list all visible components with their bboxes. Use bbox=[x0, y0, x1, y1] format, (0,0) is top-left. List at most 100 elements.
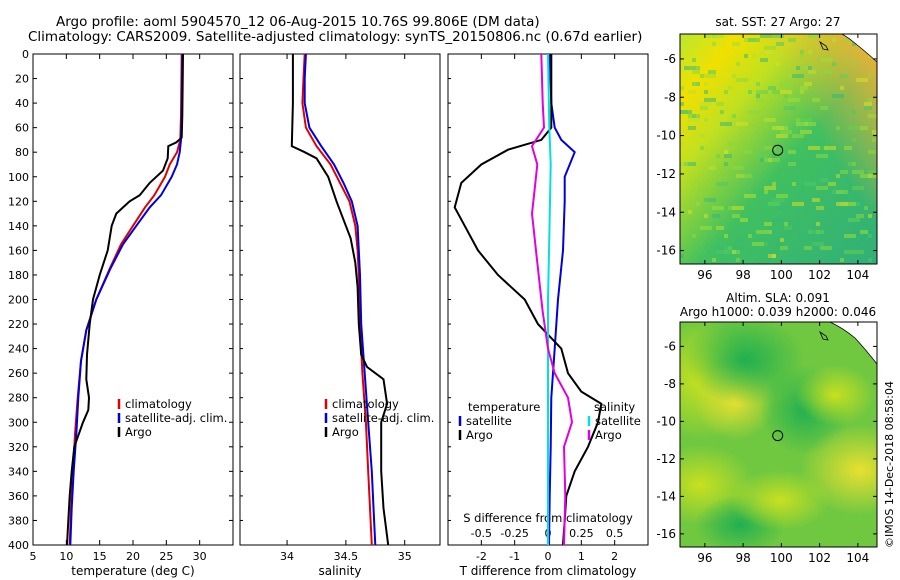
y-tick-label: 100 bbox=[8, 171, 29, 184]
y-tick-label: 220 bbox=[8, 318, 29, 331]
series-satellite-adj-clim- bbox=[303, 53, 377, 546]
x-tick-label: 34 bbox=[280, 550, 294, 563]
legend-label: Argo bbox=[332, 425, 359, 439]
legend: temperature salinitysatelliteArgosatellit… bbox=[458, 400, 641, 442]
y-tick-label: 40 bbox=[15, 97, 29, 110]
panel-salinity: 34 34.5 35 salinity climatologysatellite-adj… bbox=[239, 53, 441, 578]
map-y-tick-label: -14 bbox=[656, 205, 676, 219]
panel-temperature: 0 20 40 60 80 100 120 140 160 180 200 220 240 260 280 3… bbox=[8, 48, 234, 578]
map-y-tick-label: -14 bbox=[656, 489, 676, 503]
x-tick-label: 2 bbox=[611, 550, 618, 563]
map-x-tick-label: 104 bbox=[846, 551, 869, 565]
title-line-1: Argo profile: aoml 5904570_12 06-Aug-201… bbox=[56, 14, 540, 30]
series-argo bbox=[66, 53, 184, 546]
legend-label: satellite bbox=[466, 414, 512, 428]
x-tick-label: 1 bbox=[578, 550, 585, 563]
y-tick-label: 0 bbox=[22, 48, 29, 61]
x-tick-label: 25 bbox=[159, 550, 173, 563]
series-satellite-adj-clim- bbox=[69, 53, 184, 546]
y-tick-label: 280 bbox=[8, 392, 29, 405]
y-tick-label: 380 bbox=[8, 514, 29, 527]
series-climatology bbox=[301, 53, 373, 546]
legend-label: Argo bbox=[125, 425, 152, 439]
series-salinity-satellite bbox=[547, 53, 552, 545]
y-tick-label: 120 bbox=[8, 195, 29, 208]
series-argo bbox=[290, 54, 390, 546]
legend-label: Argo bbox=[466, 428, 493, 442]
map-y-tick-label: -6 bbox=[664, 339, 676, 353]
map-x-tick-label: 96 bbox=[697, 268, 712, 282]
map-y-tick-label: -16 bbox=[656, 527, 676, 541]
sla-map: Altim. SLA: 0.091 Argo h1000: 0.039 h200… bbox=[656, 291, 878, 565]
y-tick-label: 140 bbox=[8, 220, 29, 233]
x-tick-label: 34.5 bbox=[334, 550, 359, 563]
x-axis-label: temperature (deg C) bbox=[71, 564, 194, 578]
y-tick-label: 240 bbox=[8, 343, 29, 356]
x-axis-label: salinity bbox=[318, 564, 361, 578]
map-y-tick-label: -6 bbox=[664, 52, 676, 66]
x-tick-label: -2 bbox=[476, 550, 487, 563]
map-x-tick-label: 100 bbox=[770, 268, 793, 282]
title-line-2: Climatology: CARS2009. Satellite-adjuste… bbox=[28, 29, 642, 45]
legend-title-temperature: temperature bbox=[468, 400, 540, 414]
map-y-tick-label: -10 bbox=[656, 414, 676, 428]
panel-frame bbox=[32, 53, 234, 546]
y-tick-label: 200 bbox=[8, 294, 29, 307]
legend-label: satellite-adj. clim. bbox=[332, 411, 434, 425]
series-temperature-argo bbox=[453, 54, 603, 546]
sst-argo-marker bbox=[772, 144, 784, 156]
x-tick-label: 30 bbox=[193, 550, 207, 563]
top-tick-label: 0.25 bbox=[569, 527, 594, 540]
top-tick-label: -0.25 bbox=[500, 527, 528, 540]
sla-map-frame bbox=[679, 321, 878, 548]
map-y-tick-label: -8 bbox=[664, 377, 676, 391]
sla-map-title: Altim. SLA: 0.091 bbox=[726, 291, 830, 305]
y-tick-label: 300 bbox=[8, 416, 29, 429]
top-tick-label: -0.5 bbox=[471, 527, 492, 540]
map-x-tick-label: 98 bbox=[735, 268, 750, 282]
y-tick-label: 80 bbox=[15, 146, 29, 159]
map-y-tick-label: -10 bbox=[656, 129, 676, 143]
x-tick-label: 15 bbox=[93, 550, 107, 563]
x-tick-label: -1 bbox=[509, 550, 520, 563]
y-tick-label: 160 bbox=[8, 244, 29, 257]
y-tick-label: 360 bbox=[8, 490, 29, 503]
map-x-tick-label: 96 bbox=[697, 551, 712, 565]
map-y-tick-label: -12 bbox=[656, 167, 676, 181]
map-x-tick-label: 102 bbox=[808, 268, 831, 282]
map-y-tick-label: -12 bbox=[656, 452, 676, 466]
y-tick-label: 260 bbox=[8, 367, 29, 380]
y-tick-label: 180 bbox=[8, 269, 29, 282]
legend-label: climatology bbox=[332, 397, 399, 411]
profile-panels: 0204060801001201401601802002202402602803… bbox=[8, 48, 649, 578]
top-tick-label: 0.5 bbox=[606, 527, 624, 540]
sla-argo-marker bbox=[772, 430, 784, 442]
x-axis-label: T difference from climatology bbox=[459, 564, 637, 578]
y-tick-label: 340 bbox=[8, 465, 29, 478]
y-tick-label: 400 bbox=[8, 539, 29, 552]
series-temperature-satellite bbox=[548, 53, 576, 546]
map-x-tick-label: 100 bbox=[770, 551, 793, 565]
x-tick-label: 20 bbox=[126, 550, 140, 563]
map-x-tick-label: 104 bbox=[846, 268, 869, 282]
x-tick-label: 5 bbox=[30, 550, 37, 563]
map-y-tick-label: -8 bbox=[664, 90, 676, 104]
y-tick-label: 60 bbox=[15, 122, 29, 135]
y-tick-label: 20 bbox=[15, 73, 29, 86]
x-tick-label: 0 bbox=[545, 550, 552, 563]
series-climatology bbox=[68, 53, 183, 546]
sst-map-title: sat. SST: 27 Argo: 27 bbox=[715, 15, 840, 29]
sst-map-frame bbox=[679, 33, 878, 265]
legend-label: climatology bbox=[125, 397, 192, 411]
map-x-tick-label: 98 bbox=[735, 551, 750, 565]
legend-label: Argo bbox=[595, 428, 622, 442]
panel-frame bbox=[239, 53, 441, 546]
legend-title-salinity: salinity bbox=[594, 400, 635, 414]
x-tick-label: 10 bbox=[59, 550, 73, 563]
map-y-tick-label: -16 bbox=[656, 244, 676, 258]
legend-label: satellite bbox=[595, 414, 641, 428]
